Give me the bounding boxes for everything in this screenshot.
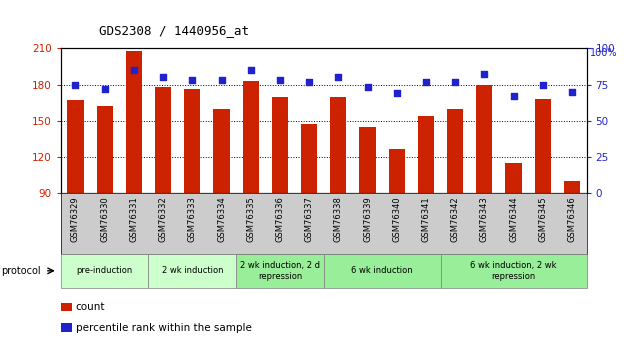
Text: GSM76333: GSM76333 [188,196,197,242]
Bar [476,85,492,193]
Text: GSM76344: GSM76344 [509,196,518,242]
Point [420,79,431,85]
Bar [97,106,113,193]
Text: GSM76330: GSM76330 [100,196,109,242]
Bar [360,127,376,193]
Text: GSM76345: GSM76345 [538,196,547,242]
Text: GSM76343: GSM76343 [480,196,489,242]
Bar [126,51,142,193]
Text: GSM76331: GSM76331 [129,196,138,242]
Text: 100%: 100% [590,48,617,58]
Point [158,75,168,80]
Point [99,86,110,92]
Bar [301,125,317,193]
Bar [213,109,229,193]
Text: GDS2308 / 1440956_at: GDS2308 / 1440956_at [99,24,249,37]
Bar [418,116,434,193]
Text: percentile rank within the sample: percentile rank within the sample [76,323,251,333]
Text: GSM76346: GSM76346 [567,196,576,242]
Bar [67,100,83,193]
Bar [243,81,259,193]
Point [479,72,490,77]
Bar [272,97,288,193]
Text: GSM76337: GSM76337 [304,196,313,242]
Point [392,90,402,96]
Text: 6 wk induction: 6 wk induction [351,266,413,275]
Text: protocol: protocol [1,266,40,276]
Bar [535,99,551,193]
Bar [155,87,171,193]
Point [217,77,227,83]
Text: pre-induction: pre-induction [76,266,133,275]
Point [333,75,344,80]
Bar [388,148,404,193]
Point [508,93,519,99]
Text: count: count [76,302,105,312]
Text: GSM76340: GSM76340 [392,196,401,242]
Text: 2 wk induction, 2 d
repression: 2 wk induction, 2 d repression [240,261,320,280]
Text: GSM76339: GSM76339 [363,196,372,242]
Text: 6 wk induction, 2 wk
repression: 6 wk induction, 2 wk repression [470,261,557,280]
Point [304,79,314,85]
Point [187,77,197,83]
Text: 2 wk induction: 2 wk induction [162,266,223,275]
Text: GSM76334: GSM76334 [217,196,226,242]
Point [538,82,548,87]
Point [275,77,285,83]
Text: GSM76335: GSM76335 [246,196,255,242]
Bar [564,181,580,193]
Text: GSM76342: GSM76342 [451,196,460,242]
Text: GSM76329: GSM76329 [71,196,80,242]
Bar [330,97,346,193]
Point [129,67,139,73]
Point [246,67,256,73]
Bar [447,109,463,193]
Text: GSM76338: GSM76338 [334,196,343,242]
Point [567,89,577,95]
Bar [506,163,522,193]
Text: GSM76332: GSM76332 [158,196,167,242]
Point [362,85,372,90]
Point [71,82,81,87]
Text: GSM76341: GSM76341 [421,196,430,242]
Text: GSM76336: GSM76336 [276,196,285,242]
Bar [184,89,201,193]
Point [450,79,460,85]
